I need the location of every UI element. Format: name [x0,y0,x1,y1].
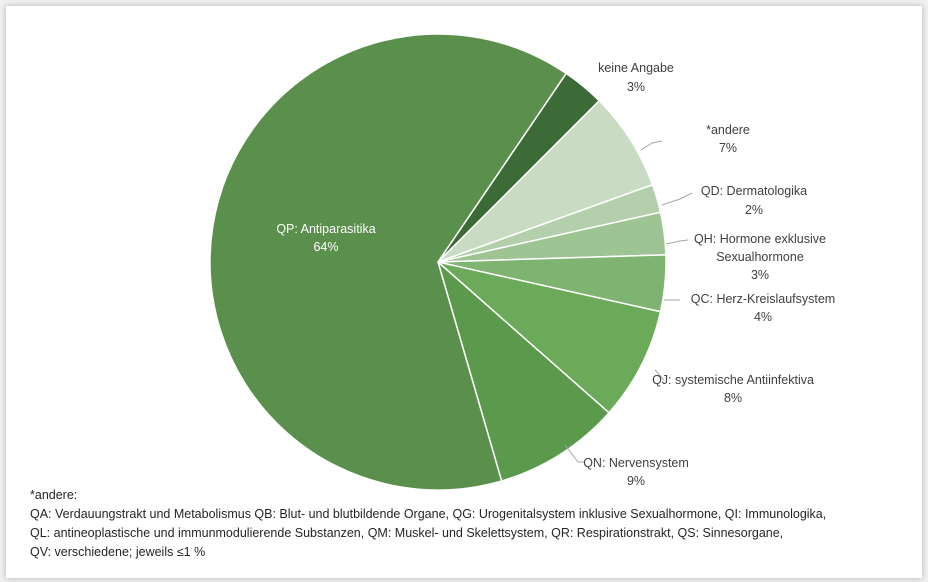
label-keine-angabe: keine Angabe [598,61,674,75]
label-qh: QH: Hormone exklusive [694,232,826,246]
label-qn-value: 9% [627,474,645,488]
pie-slice-qn-nervensystem [436,259,611,482]
label-qp-value: 64% [313,240,338,254]
leader-line-andere [640,140,663,151]
label-andere: *andere [706,123,750,137]
label-keine-angabe-value: 3% [627,80,645,94]
footnote-title: *andere: [30,488,78,502]
leader-line-qn [564,444,584,463]
footnote: *andere: QA: Verdauungstrakt und Metabol… [30,486,910,562]
pie-slice-qj-systemische-antiinfektiva [437,261,662,414]
footnote-line-1: QA: Verdauungstrakt und Metabolismus QB:… [30,507,827,521]
label-qj: QJ: systemische Antiinfektiva [652,373,814,387]
label-qd: QD: Dermatologika [701,184,807,198]
label-qh-line2: Sexualhormone [716,250,804,264]
label-qn: QN: Nervensystem [583,456,689,470]
label-qc: QC: Herz-Kreislaufsystem [691,292,835,306]
leader-line-qd [661,192,693,206]
leader-line-qj [654,369,665,381]
label-andere-value: 7% [719,141,737,155]
leader-lines [564,140,693,463]
footnote-line-2: QL: antineoplastische und immunmoduliere… [30,526,784,540]
label-qd-value: 2% [745,203,763,217]
pie-slices [209,33,667,491]
label-qj-value: 8% [724,391,742,405]
label-qh-value: 3% [751,268,769,282]
label-qc-value: 4% [754,310,772,324]
footnote-line-3: QV: verschiedene; jeweils ≤1 % [30,545,206,559]
pie-slice-qp-antiparasitika [209,33,568,491]
leader-line-qh [665,239,689,245]
label-qp: QP: Antiparasitika [276,222,375,236]
